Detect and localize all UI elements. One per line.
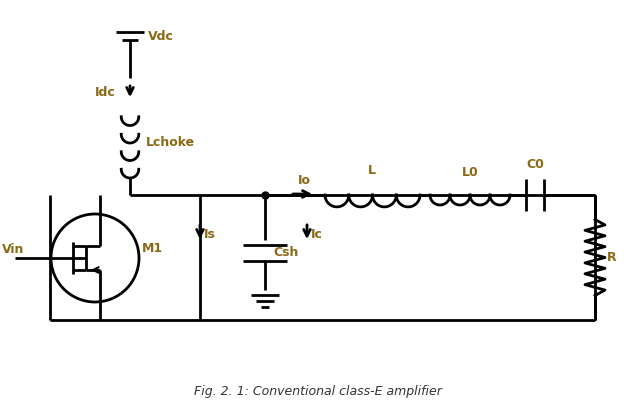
Text: Io: Io: [298, 175, 311, 187]
Text: R: R: [607, 251, 617, 264]
Text: Vdc: Vdc: [148, 30, 174, 43]
Text: Csh: Csh: [273, 247, 298, 259]
Text: Is: Is: [204, 229, 216, 241]
Text: L: L: [368, 164, 376, 177]
Text: Vin: Vin: [2, 243, 24, 256]
Text: Lchoke: Lchoke: [146, 137, 195, 150]
Text: M1: M1: [142, 241, 163, 254]
Text: Fig. 2. 1: Conventional class-E amplifier: Fig. 2. 1: Conventional class-E amplifie…: [194, 385, 442, 398]
Text: Idc: Idc: [95, 85, 116, 99]
Text: C0: C0: [526, 158, 544, 171]
Text: Ic: Ic: [311, 229, 323, 241]
Text: L0: L0: [462, 166, 478, 179]
